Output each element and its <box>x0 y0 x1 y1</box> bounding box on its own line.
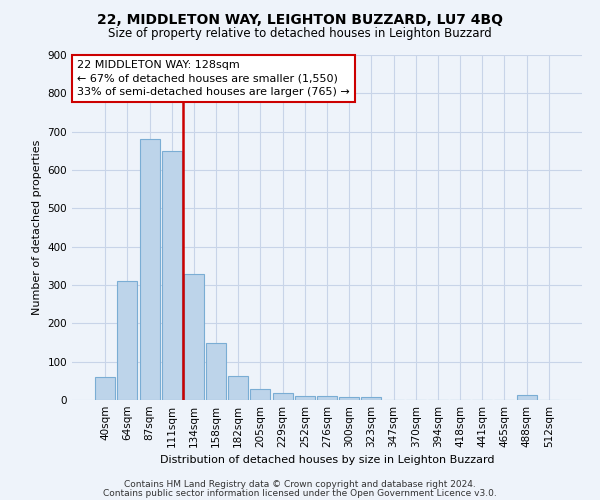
Bar <box>317 396 337 400</box>
Bar <box>361 397 382 400</box>
Bar <box>517 396 536 400</box>
Text: Size of property relative to detached houses in Leighton Buzzard: Size of property relative to detached ho… <box>108 28 492 40</box>
Bar <box>206 344 226 400</box>
Bar <box>339 397 359 400</box>
Bar <box>250 388 271 400</box>
X-axis label: Distribution of detached houses by size in Leighton Buzzard: Distribution of detached houses by size … <box>160 456 494 466</box>
Text: 22, MIDDLETON WAY, LEIGHTON BUZZARD, LU7 4BQ: 22, MIDDLETON WAY, LEIGHTON BUZZARD, LU7… <box>97 12 503 26</box>
Bar <box>295 396 315 400</box>
Bar <box>228 376 248 400</box>
Bar <box>95 377 115 400</box>
Text: Contains public sector information licensed under the Open Government Licence v3: Contains public sector information licen… <box>103 489 497 498</box>
Bar <box>184 274 204 400</box>
Y-axis label: Number of detached properties: Number of detached properties <box>32 140 42 315</box>
Bar <box>162 151 182 400</box>
Bar <box>140 140 160 400</box>
Bar <box>118 281 137 400</box>
Text: 22 MIDDLETON WAY: 128sqm
← 67% of detached houses are smaller (1,550)
33% of sem: 22 MIDDLETON WAY: 128sqm ← 67% of detach… <box>77 60 350 96</box>
Bar <box>272 393 293 400</box>
Text: Contains HM Land Registry data © Crown copyright and database right 2024.: Contains HM Land Registry data © Crown c… <box>124 480 476 489</box>
